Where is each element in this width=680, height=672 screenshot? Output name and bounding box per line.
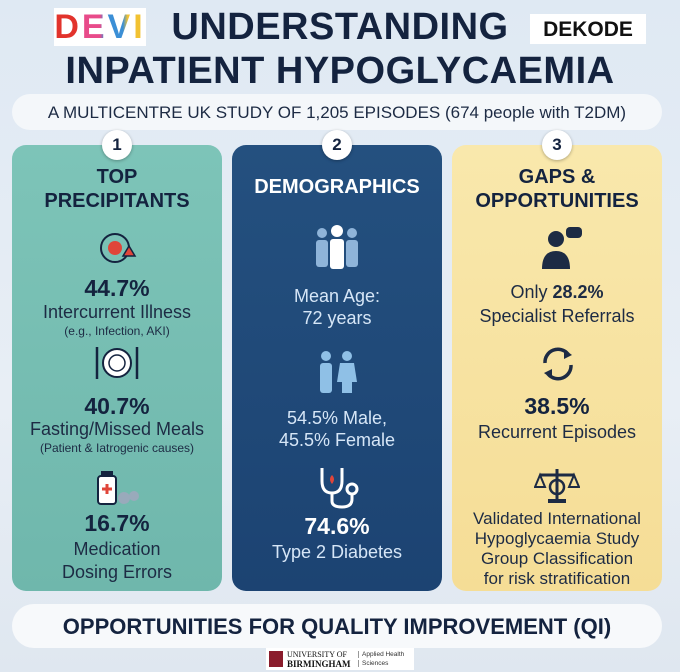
stat-value: 44.7%	[84, 275, 150, 301]
university-line: UNIVERSITY OF	[287, 650, 347, 659]
stat-prefix: Only	[510, 282, 548, 302]
column-title: OPPORTUNITIES	[475, 190, 639, 212]
icon-stethoscope	[320, 468, 359, 509]
stat-label: Dosing Errors	[61, 562, 173, 582]
icon-people	[316, 225, 358, 269]
stat-label: Recurrent Episodes	[477, 422, 637, 442]
column-number: 2	[322, 130, 352, 160]
stat-label: Type 2 Diabetes	[271, 542, 403, 562]
stat-line: Only 28.2%	[452, 281, 662, 303]
university-logo: UNIVERSITY OF BIRMINGHAM Applied Health …	[266, 648, 414, 670]
icon-pills	[97, 471, 139, 505]
stat-label: Mean Age:	[293, 286, 381, 306]
stat-label: Hypoglycaemia Study	[474, 529, 640, 548]
title-line-1: UNDERSTANDING	[171, 6, 509, 48]
column-number: 1	[102, 130, 132, 160]
column-title: PRECIPITANTS	[44, 190, 190, 212]
banner-box: OPPORTUNITIES FOR QUALITY IMPROVEMENT (Q…	[12, 604, 662, 648]
department-line: Applied Health	[358, 651, 404, 658]
logo-right: DEKODE	[543, 18, 633, 41]
university-line: BIRMINGHAM	[287, 659, 351, 669]
department-line: Sciences	[358, 660, 388, 667]
stat-note: (Patient & Iatrogenic causes)	[39, 441, 195, 455]
column-title: TOP	[96, 166, 138, 188]
stat-label: Specialist Referrals	[479, 306, 635, 326]
stat-label: Fasting/Missed Meals	[29, 419, 205, 439]
column-title: GAPS &	[518, 166, 596, 188]
stat-label: 72 years	[302, 308, 372, 328]
banner: OPPORTUNITIES FOR QUALITY IMPROVEMENT (Q…	[62, 614, 612, 639]
subtitle: A MULTICENTRE UK STUDY OF 1,205 EPISODES…	[47, 103, 627, 122]
logo-left: DEVI	[54, 8, 146, 46]
stat-value: 74.6%	[304, 513, 370, 539]
stat-label: Medication	[73, 539, 161, 559]
stat-label: 54.5% Male,	[286, 408, 388, 428]
icon-male-female	[320, 351, 357, 393]
icon-illness	[100, 233, 137, 263]
icon-plate	[95, 347, 139, 379]
column-1: TOP PRECIPITANTS 44.7% Intercurrent Illn…	[12, 145, 222, 591]
stat-label: Intercurrent Illness	[42, 302, 192, 322]
stat-note: (e.g., Infection, AKI)	[64, 324, 170, 338]
icon-specialist	[542, 227, 582, 269]
stat-value: 28.2%	[552, 282, 604, 302]
title-line-2: INPATIENT HYPOGLYCAEMIA	[65, 50, 615, 92]
stat-label: Group Classification	[480, 549, 634, 568]
stat-label: 45.5% Female	[278, 430, 396, 450]
icon-recurrent	[543, 347, 573, 381]
stat-label: Validated International	[473, 509, 641, 528]
column-2: DEMOGRAPHICS Mean Age: 72 years 54.5% Ma…	[232, 145, 442, 591]
stat-value: 16.7%	[84, 510, 150, 536]
logo-right-box: DEKODE	[530, 14, 646, 44]
stat-value: 40.7%	[84, 393, 150, 419]
subtitle-box: A MULTICENTRE UK STUDY OF 1,205 EPISODES…	[12, 94, 662, 130]
crest	[269, 651, 283, 667]
logo-left-box: DEVI	[54, 8, 146, 46]
icon-scale	[534, 469, 580, 503]
stat-value: 38.5%	[524, 393, 590, 419]
column-title: DEMOGRAPHICS	[254, 176, 420, 198]
column-number: 3	[542, 130, 572, 160]
column-3: GAPS & OPPORTUNITIES Only 28.2% Speciali…	[452, 145, 662, 591]
stat-label: for risk stratification	[483, 569, 631, 588]
